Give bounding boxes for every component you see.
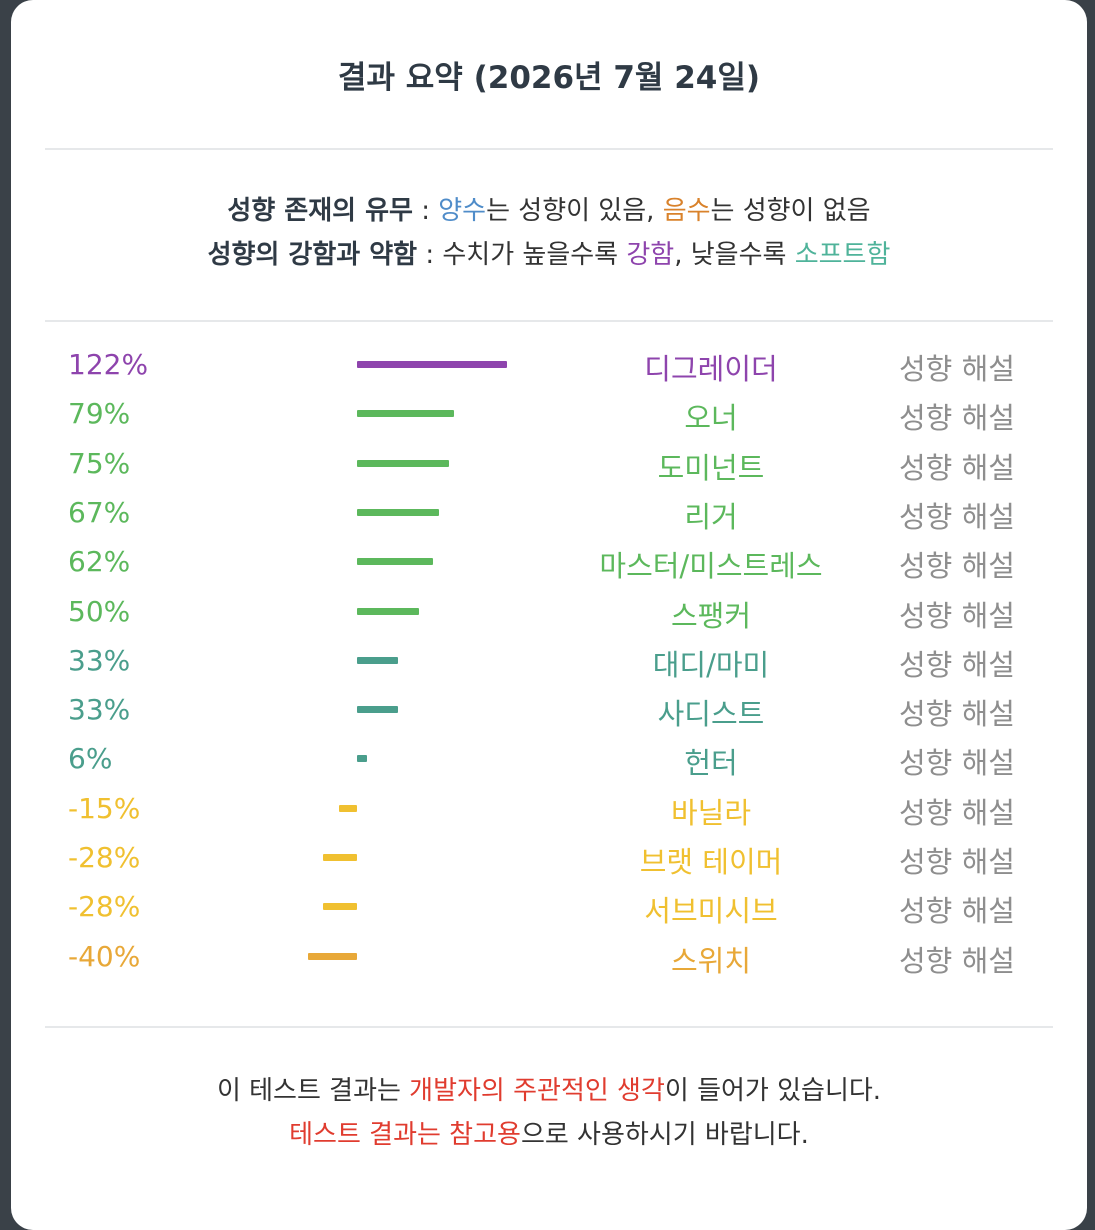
result-row: 33% 대디/마미 성향 해설 (11, 641, 1087, 682)
result-row: 122% 디그레이더 성향 해설 (11, 345, 1087, 386)
percent-label: -15% (68, 791, 141, 825)
legend-strong: 강함 (626, 240, 675, 270)
percent-label: 122% (68, 348, 149, 381)
type-name: 브랫 테이머 (639, 845, 783, 879)
percent-label: 50% (68, 594, 131, 628)
type-name: 도미넌트 (657, 450, 765, 485)
explain-link[interactable]: 성향 해설 (899, 647, 1015, 682)
explain-link[interactable]: 성향 해설 (899, 746, 1015, 781)
result-row: 79% 오너 성향 해설 (11, 394, 1087, 435)
result-bar (357, 656, 398, 664)
footer-highlight-2: 테스트 결과는 참고용 (289, 1120, 521, 1150)
percent-label: 33% (68, 643, 131, 677)
result-row: 6% 헌터 성향 해설 (11, 739, 1087, 780)
result-bar (357, 361, 508, 368)
divider-top (45, 148, 1053, 150)
type-name: 대디/마미 (652, 647, 770, 682)
page-title: 결과 요약 (2026년 7월 24일) (337, 60, 761, 96)
explain-link[interactable]: 성향 해설 (899, 598, 1015, 633)
result-bar (357, 558, 434, 566)
percent-label: 33% (68, 693, 131, 727)
result-row: 62% 마스터/미스트레스 성향 해설 (11, 542, 1087, 583)
result-row: -28% 브랫 테이머 성향 해설 (11, 838, 1087, 879)
percent-label: 62% (68, 545, 131, 579)
percent-label: -28% (68, 841, 141, 874)
result-bar (357, 755, 367, 763)
explain-link[interactable]: 성향 해설 (899, 894, 1015, 929)
legend-negative: 음수 (662, 196, 711, 226)
legend-soft: 소프트함 (794, 240, 891, 270)
result-row: 33% 사디스트 성향 해설 (11, 690, 1087, 731)
result-bar (307, 952, 357, 960)
percent-label: 75% (68, 446, 131, 480)
type-name: 디그레이더 (644, 352, 778, 386)
explain-link[interactable]: 성향 해설 (899, 352, 1015, 386)
legend-strength: 성향의 강함과 약함 : 수치가 높을수록 강함, 낮을수록 소프트함 (207, 240, 891, 270)
result-bar (338, 804, 357, 812)
result-card: 결과 요약 (2026년 7월 24일) 성향 존재의 유무 : 양수는 성향이… (11, 0, 1087, 1230)
percent-label: -28% (68, 890, 141, 924)
percent-label: 67% (68, 495, 131, 529)
footer-disclaimer-1: 이 테스트 결과는 개발자의 주관적인 생각이 들어가 있습니다. (216, 1076, 882, 1106)
explain-link[interactable]: 성향 해설 (899, 845, 1015, 879)
type-name: 오너 (684, 401, 738, 436)
explain-link[interactable]: 성향 해설 (899, 401, 1015, 436)
result-bar (357, 410, 455, 418)
type-name: 리거 (684, 499, 738, 534)
type-name: 사디스트 (657, 697, 765, 732)
result-bar (322, 903, 357, 911)
result-row: -15% 바닐라 성향 해설 (11, 789, 1087, 830)
type-name: 스위치 (670, 943, 752, 978)
result-row: -40% 스위치 성향 해설 (11, 937, 1087, 978)
legend-positive: 양수 (438, 196, 487, 226)
result-bar (322, 854, 357, 861)
result-bar (357, 706, 398, 714)
result-row: 50% 스팽커 성향 해설 (11, 592, 1087, 633)
result-row: -28% 서브미시브 성향 해설 (11, 887, 1087, 928)
type-name: 바닐라 (670, 795, 752, 830)
percent-label: 79% (68, 397, 131, 431)
result-bar (357, 508, 440, 516)
explain-link[interactable]: 성향 해설 (899, 795, 1015, 830)
type-name: 서브미시브 (644, 894, 778, 929)
explain-link[interactable]: 성향 해설 (899, 943, 1015, 978)
result-bar (357, 459, 450, 467)
legend-strength-label: 성향의 강함과 약함 (207, 240, 418, 270)
explain-link[interactable]: 성향 해설 (899, 697, 1015, 732)
percent-label: -40% (68, 939, 141, 973)
explain-link[interactable]: 성향 해설 (899, 549, 1015, 584)
percent-label: 6% (68, 742, 113, 776)
legend-existence-label: 성향 존재의 유무 (227, 196, 413, 226)
type-name: 헌터 (684, 746, 738, 781)
footer-highlight-1: 개발자의 주관적인 생각 (409, 1076, 665, 1106)
legend-existence: 성향 존재의 유무 : 양수는 성향이 있음, 음수는 성향이 없음 (227, 196, 871, 226)
explain-link[interactable]: 성향 해설 (899, 499, 1015, 534)
footer-disclaimer-2: 테스트 결과는 참고용으로 사용하시기 바랍니다. (289, 1120, 809, 1150)
divider-middle (45, 320, 1053, 322)
divider-bottom (45, 1026, 1053, 1028)
result-bar (357, 607, 419, 615)
type-name: 마스터/미스트레스 (599, 549, 823, 584)
result-row: 67% 리거 성향 해설 (11, 493, 1087, 534)
explain-link[interactable]: 성향 해설 (899, 450, 1015, 485)
result-row: 75% 도미넌트 성향 해설 (11, 444, 1087, 485)
type-name: 스팽커 (670, 598, 752, 633)
